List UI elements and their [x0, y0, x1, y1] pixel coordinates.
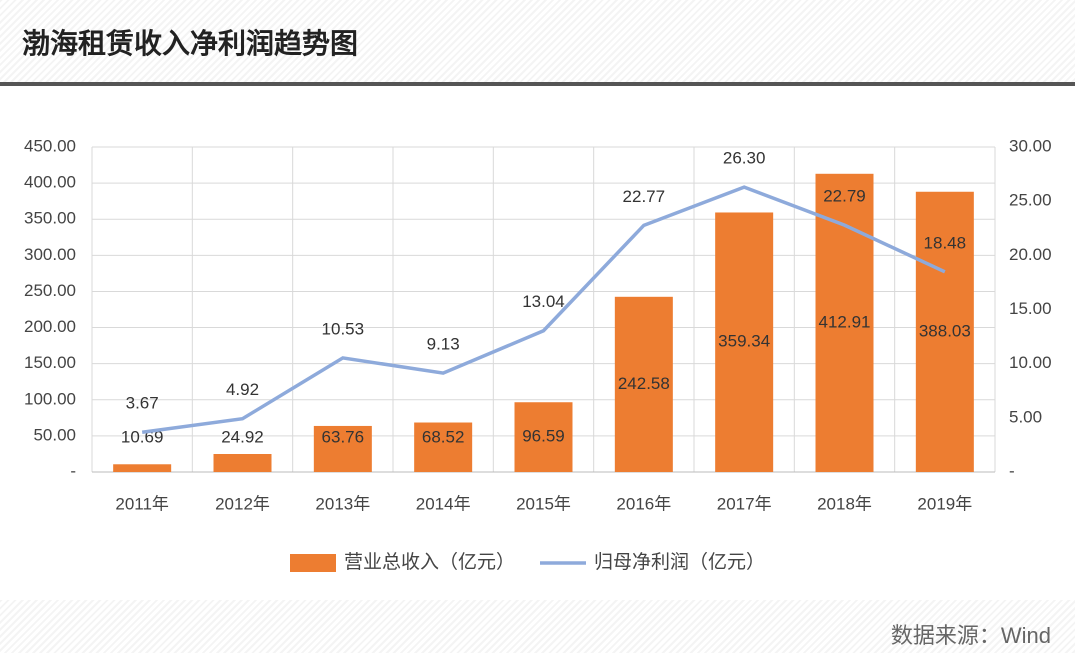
bar — [915, 191, 974, 472]
y2-tick-label: 30.00 — [1009, 136, 1052, 155]
x-tick-label: 2016年 — [616, 494, 671, 513]
bar-value-label: 359.34 — [718, 332, 770, 351]
y-tick-label: 450.00 — [24, 136, 76, 155]
line-value-label: 4.92 — [226, 380, 259, 399]
bar — [313, 425, 372, 472]
y-tick-label: - — [70, 461, 76, 480]
y-tick-label: 150.00 — [24, 353, 76, 372]
x-tick-label: 2017年 — [717, 494, 772, 513]
line-value-label: 10.53 — [322, 319, 365, 338]
bar-value-label: 68.52 — [422, 427, 465, 446]
line-value-label: 26.30 — [723, 149, 766, 168]
x-tick-label: 2013年 — [315, 494, 370, 513]
line — [141, 185, 946, 434]
bar-value-label: 24.92 — [221, 427, 264, 446]
y-tick-label: 350.00 — [24, 209, 76, 228]
line-value-label: 9.13 — [427, 335, 460, 354]
bar-value-label: 242.58 — [618, 374, 670, 393]
bar — [414, 422, 473, 472]
y2-tick-label: 15.00 — [1009, 299, 1052, 318]
legend-label: 归母净利润（亿元） — [594, 551, 765, 573]
page-title: 渤海租赁收入净利润趋势图 — [22, 28, 359, 59]
bar-value-label: 412.91 — [819, 312, 871, 331]
legend-swatch — [290, 554, 336, 572]
line-value-label: 13.04 — [522, 292, 565, 311]
y-tick-label: 250.00 — [24, 281, 76, 300]
bar-value-label: 63.76 — [322, 427, 365, 446]
y-tick-label: 200.00 — [24, 317, 76, 336]
footer: 数据来源：Wind — [0, 600, 1075, 653]
line-value-label: 18.48 — [924, 233, 967, 252]
line-value-label: 22.79 — [823, 187, 866, 206]
y2-tick-label: 25.00 — [1009, 191, 1052, 210]
legend-label: 营业总收入（亿元） — [344, 551, 515, 573]
line-value-label: 3.67 — [126, 394, 159, 413]
bar-value-label: 388.03 — [919, 321, 971, 340]
x-tick-label: 2014年 — [416, 494, 471, 513]
bar — [213, 454, 272, 472]
bar — [113, 464, 172, 472]
line-value-label: 22.77 — [623, 187, 666, 206]
y-tick-label: 400.00 — [24, 173, 76, 192]
chart: - 50.00 100.00 150.00 200.00 250.00 300.00 350.… — [24, 136, 1052, 573]
x-tick-label: 2018年 — [817, 494, 872, 513]
y2-tick-label: 5.00 — [1009, 407, 1042, 426]
header: 渤海租赁收入净利润趋势图 — [0, 0, 1075, 86]
bar — [614, 296, 673, 472]
y-tick-label: 300.00 — [24, 245, 76, 264]
source-note: 数据来源：Wind — [890, 623, 1051, 648]
x-tick-label: 2019年 — [917, 494, 972, 513]
y2-tick-label: - — [1009, 461, 1015, 480]
y-tick-label: 100.00 — [24, 389, 76, 408]
y2-tick-label: 20.00 — [1009, 245, 1052, 264]
bar-value-label: 96.59 — [522, 427, 565, 446]
bar — [715, 212, 774, 472]
bar — [514, 402, 573, 472]
y-tick-label: 50.00 — [33, 425, 76, 444]
y2-tick-label: 10.00 — [1009, 353, 1052, 372]
x-tick-label: 2011年 — [115, 494, 169, 513]
x-tick-label: 2012年 — [215, 494, 270, 513]
x-tick-label: 2015年 — [516, 494, 571, 513]
